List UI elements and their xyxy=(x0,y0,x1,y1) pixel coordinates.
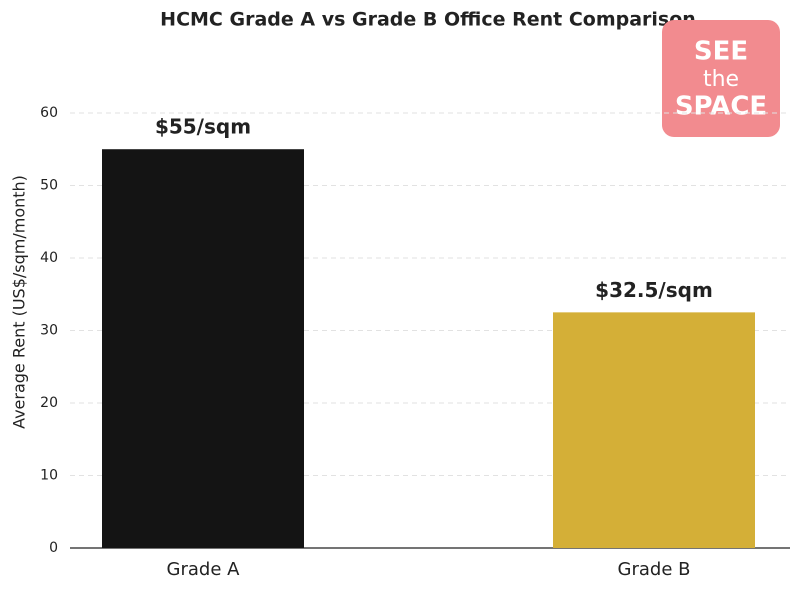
y-tick-label: 50 xyxy=(40,177,58,193)
y-tick-label: 30 xyxy=(40,322,58,338)
value-label: $32.5/sqm xyxy=(595,278,713,302)
value-label: $55/sqm xyxy=(155,115,251,139)
bar xyxy=(102,149,304,548)
logo-text: SEE xyxy=(694,37,748,67)
y-tick-label: 0 xyxy=(49,540,58,556)
y-tick-label: 10 xyxy=(40,467,58,483)
x-tick-label: Grade B xyxy=(618,559,691,580)
logo-background xyxy=(662,20,780,137)
x-tick-label: Grade A xyxy=(167,559,241,580)
y-tick-label: 60 xyxy=(40,105,58,121)
logo-text: the xyxy=(703,67,739,92)
y-tick-label: 40 xyxy=(40,250,58,266)
logo-text: SPACE xyxy=(675,92,767,122)
logo: SEE the SPACE xyxy=(662,20,780,137)
chart-title: HCMC Grade A vs Grade B Office Rent Comp… xyxy=(160,9,696,31)
y-tick-label: 20 xyxy=(40,395,58,411)
bar xyxy=(553,312,755,548)
y-axis-label: Average Rent (US$/sqm/month) xyxy=(10,175,29,429)
